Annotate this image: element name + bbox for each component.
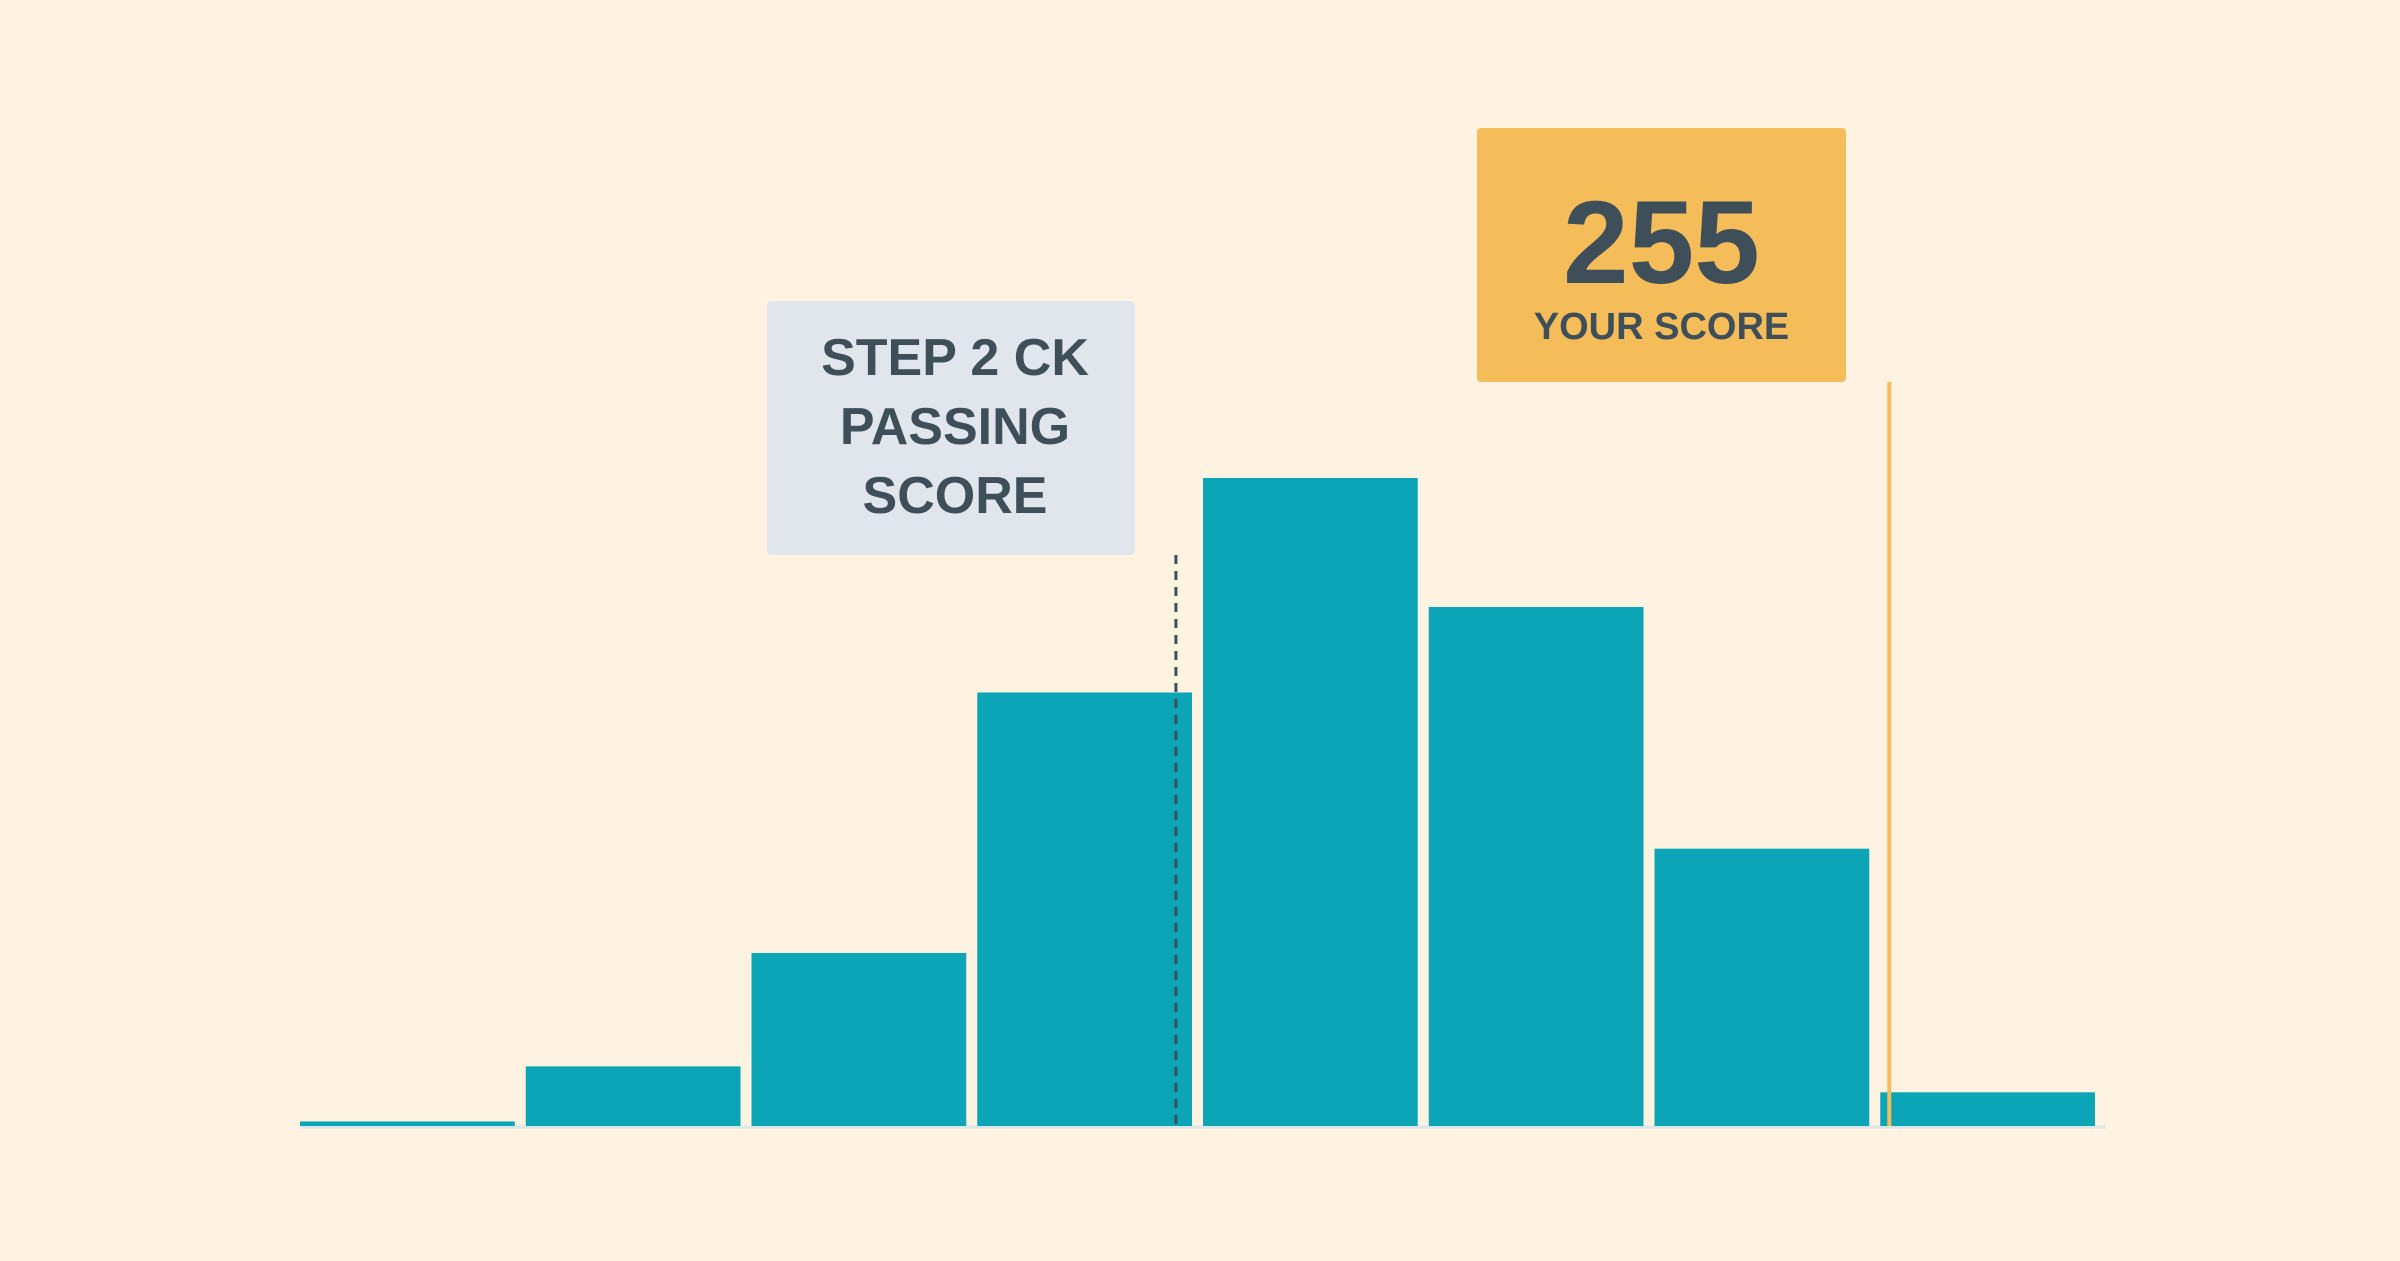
histogram-bar-8 [1880, 1092, 2095, 1126]
your-score-value: 255 [1563, 177, 1760, 309]
histogram-bar-6 [1428, 606, 1644, 1126]
passing-score-label-line-1: STEP 2 CK [821, 329, 1089, 387]
your-score-box [1477, 128, 1846, 382]
passing-score-box [767, 301, 1135, 555]
histogram-bar-1 [300, 1121, 515, 1126]
histogram-bar-2 [525, 1066, 741, 1126]
your-score-label: YOUR SCORE [1534, 306, 1789, 348]
passing-score-callout: STEP 2 CK PASSING SCORE [767, 301, 1135, 555]
your-score-callout: 255 YOUR SCORE [1477, 128, 1846, 382]
histogram-bar-4 [977, 692, 1192, 1126]
histogram-bars [300, 478, 2095, 1126]
passing-score-label-line-3: SCORE [863, 467, 1048, 525]
histogram-bar-5 [1203, 478, 1418, 1126]
histogram-bar-3 [751, 952, 967, 1126]
histogram-bar-7 [1654, 848, 1870, 1126]
passing-score-label-line-2: PASSING [840, 398, 1070, 456]
